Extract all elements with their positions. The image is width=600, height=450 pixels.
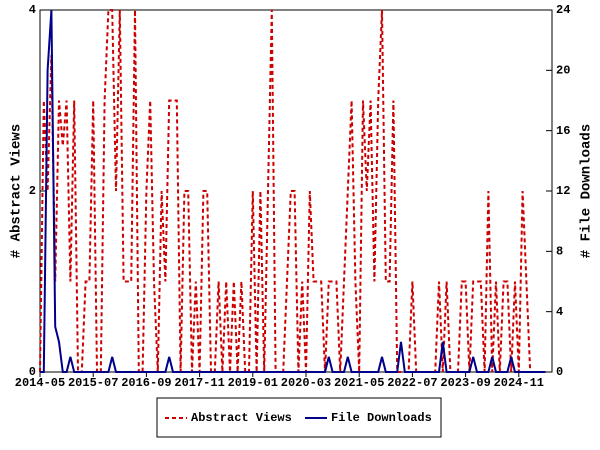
x-tick-label: 2019-01 [228,376,278,390]
y2-tick-label: 24 [556,3,570,17]
y2-tick-label: 8 [556,245,563,259]
x-tick-label: 2016-09 [121,376,171,390]
legend-label: File Downloads [331,411,432,425]
x-tick-label: 2017-11 [174,376,224,390]
series-line [39,9,546,373]
y2-tick-label: 12 [556,184,570,198]
y-axis-label: # Abstract Views [9,124,25,258]
y2-tick-label: 20 [556,64,570,78]
x-tick-label: 2024-11 [494,376,544,390]
x-tick-label: 2015-07 [68,376,118,390]
y-tick-label: 0 [29,365,36,379]
x-tick-label: 2014-05 [15,376,65,390]
legend [156,397,442,438]
series-line [40,9,546,373]
y2-axis-label: # File Downloads [579,124,595,258]
y2-tick-label: 4 [556,305,563,319]
x-tick-label: 2022-07 [387,376,437,390]
x-tick-label: 2020-03 [281,376,331,390]
y-tick-label: 4 [29,3,36,17]
y-tick-label: 2 [29,184,36,198]
x-tick-label: 2021-05 [334,376,384,390]
legend-label: Abstract Views [191,411,292,425]
y2-tick-label: 16 [556,124,570,138]
y2-tick-label: 0 [556,365,563,379]
x-tick-label: 2023-09 [440,376,490,390]
